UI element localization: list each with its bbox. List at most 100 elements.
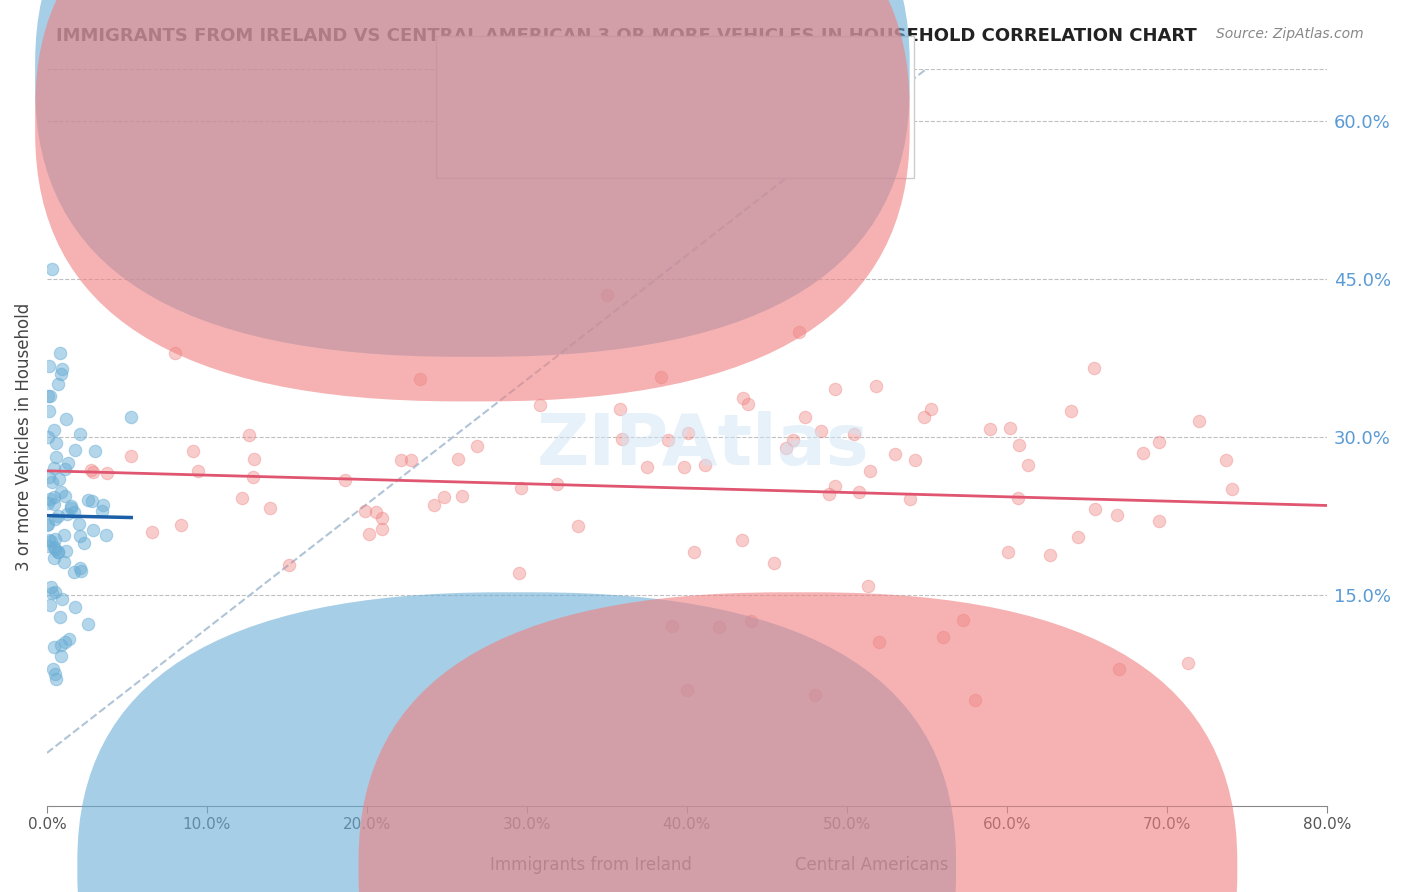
Point bbox=[37, 389, 59, 403]
Text: Central Americans: Central Americans bbox=[794, 856, 949, 874]
Point bbox=[997, 545, 1019, 559]
Point bbox=[636, 460, 658, 475]
Point bbox=[42, 460, 65, 475]
Point bbox=[53, 635, 76, 649]
Point bbox=[998, 421, 1021, 435]
Point bbox=[782, 433, 804, 447]
Point bbox=[37, 430, 59, 444]
Point bbox=[242, 470, 264, 484]
Point bbox=[979, 422, 1001, 436]
Point bbox=[609, 402, 631, 417]
Point bbox=[67, 517, 90, 532]
Point bbox=[1083, 360, 1105, 375]
Point bbox=[612, 433, 634, 447]
Point bbox=[824, 382, 846, 396]
Point bbox=[39, 534, 62, 549]
Point bbox=[69, 564, 91, 578]
Point bbox=[912, 410, 935, 425]
Point bbox=[49, 609, 72, 624]
Point bbox=[41, 585, 63, 599]
Point bbox=[354, 504, 377, 518]
Point bbox=[76, 493, 98, 508]
Point bbox=[450, 489, 472, 503]
Point bbox=[91, 499, 114, 513]
Point bbox=[335, 473, 357, 487]
Point bbox=[41, 475, 63, 489]
Point bbox=[357, 527, 380, 541]
Point bbox=[163, 346, 186, 360]
Point bbox=[370, 511, 392, 525]
Text: R =  0.111: R = 0.111 bbox=[485, 112, 581, 129]
Point bbox=[51, 367, 73, 381]
Point bbox=[762, 556, 785, 570]
Point bbox=[44, 550, 66, 565]
Point bbox=[731, 391, 754, 405]
Point bbox=[80, 462, 103, 476]
Point bbox=[49, 638, 72, 652]
Point bbox=[810, 424, 832, 438]
Point bbox=[1147, 434, 1170, 449]
Point bbox=[39, 598, 62, 612]
Point bbox=[38, 404, 60, 418]
Point bbox=[731, 533, 754, 547]
Point bbox=[865, 378, 887, 392]
Point bbox=[242, 452, 264, 467]
Point bbox=[94, 528, 117, 542]
Point bbox=[82, 524, 104, 538]
Point bbox=[45, 450, 67, 464]
Y-axis label: 3 or more Vehicles in Household: 3 or more Vehicles in Household bbox=[15, 303, 32, 571]
Point bbox=[794, 410, 817, 425]
Point bbox=[53, 555, 76, 569]
Point bbox=[1017, 458, 1039, 472]
Point bbox=[69, 561, 91, 575]
Point bbox=[46, 545, 69, 559]
Point bbox=[37, 539, 59, 553]
Point bbox=[737, 397, 759, 411]
Point bbox=[740, 615, 762, 629]
Point bbox=[46, 508, 69, 523]
Point bbox=[1066, 530, 1088, 544]
Point bbox=[39, 389, 62, 403]
Point bbox=[1147, 514, 1170, 528]
Point bbox=[963, 693, 986, 707]
Point bbox=[775, 441, 797, 455]
Point bbox=[1177, 657, 1199, 671]
Point bbox=[38, 359, 60, 373]
Point bbox=[673, 459, 696, 474]
Point bbox=[55, 544, 77, 558]
Point bbox=[842, 427, 865, 442]
Point bbox=[80, 494, 103, 508]
Text: ZIPAtlas: ZIPAtlas bbox=[537, 411, 869, 481]
Point bbox=[1220, 482, 1243, 496]
Point bbox=[824, 479, 846, 493]
Text: IMMIGRANTS FROM IRELAND VS CENTRAL AMERICAN 3 OR MORE VEHICLES IN HOUSEHOLD CORR: IMMIGRANTS FROM IRELAND VS CENTRAL AMERI… bbox=[56, 27, 1197, 45]
Point bbox=[904, 453, 927, 467]
Point bbox=[44, 585, 66, 599]
Point bbox=[73, 536, 96, 550]
Point bbox=[707, 619, 730, 633]
Point bbox=[48, 472, 70, 486]
Point bbox=[41, 261, 63, 276]
Point bbox=[38, 533, 60, 547]
Point bbox=[1084, 501, 1107, 516]
Point bbox=[932, 630, 955, 644]
Point bbox=[49, 648, 72, 663]
Text: R = 0.321: R = 0.321 bbox=[485, 67, 575, 85]
Point bbox=[44, 533, 66, 547]
Point bbox=[693, 458, 716, 472]
Point bbox=[1188, 414, 1211, 428]
Point bbox=[45, 436, 67, 450]
Point bbox=[51, 591, 73, 606]
Point bbox=[920, 401, 942, 416]
Point bbox=[364, 505, 387, 519]
Point bbox=[55, 412, 77, 426]
Point bbox=[35, 518, 58, 533]
Point bbox=[51, 362, 73, 376]
Point bbox=[69, 529, 91, 543]
Point bbox=[46, 377, 69, 392]
Point bbox=[661, 618, 683, 632]
Point bbox=[63, 565, 86, 579]
Point bbox=[883, 447, 905, 461]
Point bbox=[898, 491, 921, 506]
Point bbox=[120, 409, 142, 424]
